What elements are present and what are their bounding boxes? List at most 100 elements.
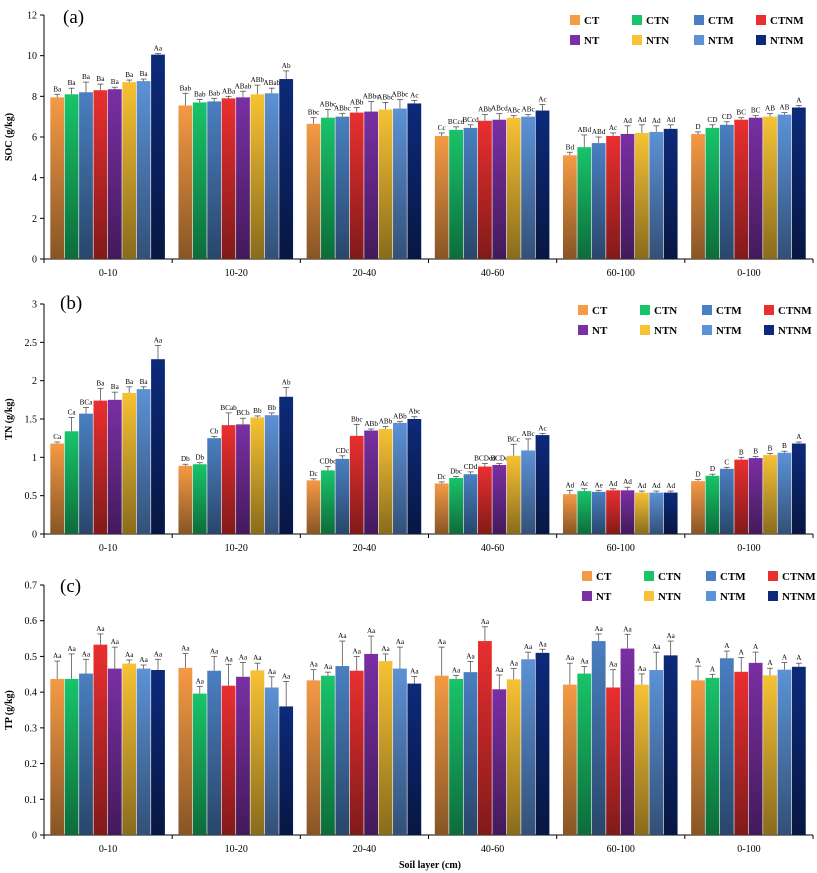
data-label: Aa [154, 45, 163, 53]
data-label: Ad [666, 116, 675, 124]
data-label: AB [779, 104, 789, 112]
legend-label-NT: NT [584, 35, 600, 47]
data-label: Aa [524, 643, 533, 651]
bar-NTM-10-20 [264, 415, 279, 534]
data-label: ABc [522, 430, 535, 438]
data-label: Bd [566, 143, 575, 151]
bar-CTM-40-60 [463, 672, 478, 835]
data-label: ABb [379, 418, 393, 426]
data-label: ABab [235, 82, 252, 90]
y-tick-label: 3 [32, 300, 37, 311]
bar-CTM-0-100 [719, 124, 734, 259]
bar-NTNM-0-100 [791, 107, 806, 260]
data-label: Aa [452, 666, 461, 674]
data-label: Aa [510, 660, 519, 668]
data-label: Ad [623, 478, 632, 486]
bar-NT-60-100 [620, 648, 635, 835]
data-label: ABbc [363, 92, 380, 100]
bar-NTN-10-20 [250, 417, 265, 534]
data-label: Aa [309, 661, 318, 669]
x-tick-label: 0-100 [737, 543, 760, 554]
data-label: Aa [566, 654, 575, 662]
data-label: BCa [80, 399, 94, 407]
bar-CTM-60-100 [591, 491, 606, 534]
y-tick-label: 0.3 [25, 723, 38, 734]
data-label: Ab [282, 379, 291, 387]
bar-CTN-60-100 [577, 147, 592, 259]
bar-CTN-40-60 [449, 478, 463, 534]
legend-swatch-NT [578, 325, 588, 335]
bar-CTNM-10-20 [221, 98, 236, 259]
bar-CT-0-10 [50, 97, 65, 259]
bar-NTNM-10-20 [279, 396, 294, 534]
data-label: D [695, 123, 700, 131]
x-tick-label: 10-20 [225, 543, 248, 554]
bar-NTM-20-40 [393, 108, 407, 260]
y-tick-label: 2 [32, 376, 37, 387]
bar-CT-60-100 [562, 684, 577, 835]
legend-label-CTN: CTN [658, 571, 681, 583]
data-label: Ab [282, 62, 291, 70]
y-tick-label: 2.5 [25, 338, 38, 349]
x-tick-label: 0-100 [737, 268, 760, 279]
bar-CTNM-0-10 [93, 644, 108, 835]
bar-CTM-0-10 [79, 413, 93, 534]
bar-CTN-0-100 [705, 475, 720, 534]
data-label: Db [195, 454, 204, 462]
data-label: Cb [210, 428, 219, 436]
legend-swatch-NTNM [768, 591, 778, 601]
bar-NTN-40-60 [506, 455, 521, 534]
data-label: Bbc [308, 109, 320, 117]
x-tick-label: 40-60 [481, 268, 504, 279]
bar-CT-20-40 [306, 480, 321, 534]
data-label: CD [722, 113, 732, 121]
data-label: Ca [53, 433, 62, 441]
bar-NTNM-40-60 [535, 652, 550, 835]
bar-CTN-10-20 [192, 693, 207, 835]
data-label: CD [707, 116, 717, 124]
legend-swatch-CTN [640, 305, 650, 315]
legend-swatch-CT [582, 571, 592, 581]
data-label: Aa [652, 643, 661, 651]
data-label: Aa [353, 647, 362, 655]
data-label: A [724, 642, 730, 650]
bar-NT-0-100 [748, 458, 763, 534]
bar-CTNM-20-40 [349, 112, 364, 259]
panel-c: (c) 0 0.1 0.2 0.3 0.4 0.5 0.6 0.7 TP (g/kg) 0-10 10… [4, 571, 816, 855]
data-label: BC [736, 109, 746, 117]
legend-label-NTNM: NTNM [770, 35, 804, 47]
bar-NT-60-100 [620, 133, 635, 259]
data-label: A [739, 649, 745, 657]
x-tick-label: 20-40 [353, 844, 376, 855]
y-tick-label: 8 [32, 92, 37, 103]
data-label: Ba [53, 85, 62, 93]
y-axis-label: TP (g/kg) [4, 690, 15, 730]
data-label: ABb [251, 76, 265, 84]
legend-swatch-CT [570, 15, 580, 25]
data-label: Abc [408, 408, 420, 416]
bar-CTM-0-10 [79, 673, 93, 835]
panel-label: (b) [60, 293, 82, 314]
y-axis-label: TN (g/kg) [4, 398, 15, 439]
legend-label-NTNM: NTNM [778, 325, 812, 337]
bar-CTN-60-100 [577, 673, 592, 835]
bar-CTM-0-100 [719, 468, 734, 534]
bar-NTNM-0-100 [791, 666, 806, 835]
bar-CTM-40-60 [463, 474, 478, 534]
bar-NTNM-60-100 [663, 655, 678, 835]
data-label: ABc [507, 107, 520, 115]
bar-NTM-10-20 [264, 687, 279, 835]
legend-swatch-CTNM [756, 15, 766, 25]
x-tick-label: 20-40 [353, 543, 376, 554]
data-label: Aa [466, 652, 475, 660]
legend-swatch-CTM [694, 15, 704, 25]
bar-NTN-60-100 [634, 684, 649, 835]
legend-swatch-NT [570, 35, 580, 45]
data-label: Aa [224, 655, 233, 663]
data-label: Ad [637, 116, 646, 124]
bar-NTN-20-40 [378, 109, 393, 259]
bar-NTM-0-100 [777, 669, 792, 835]
bar-NT-20-40 [364, 430, 379, 534]
data-label: BCcd [462, 116, 479, 124]
